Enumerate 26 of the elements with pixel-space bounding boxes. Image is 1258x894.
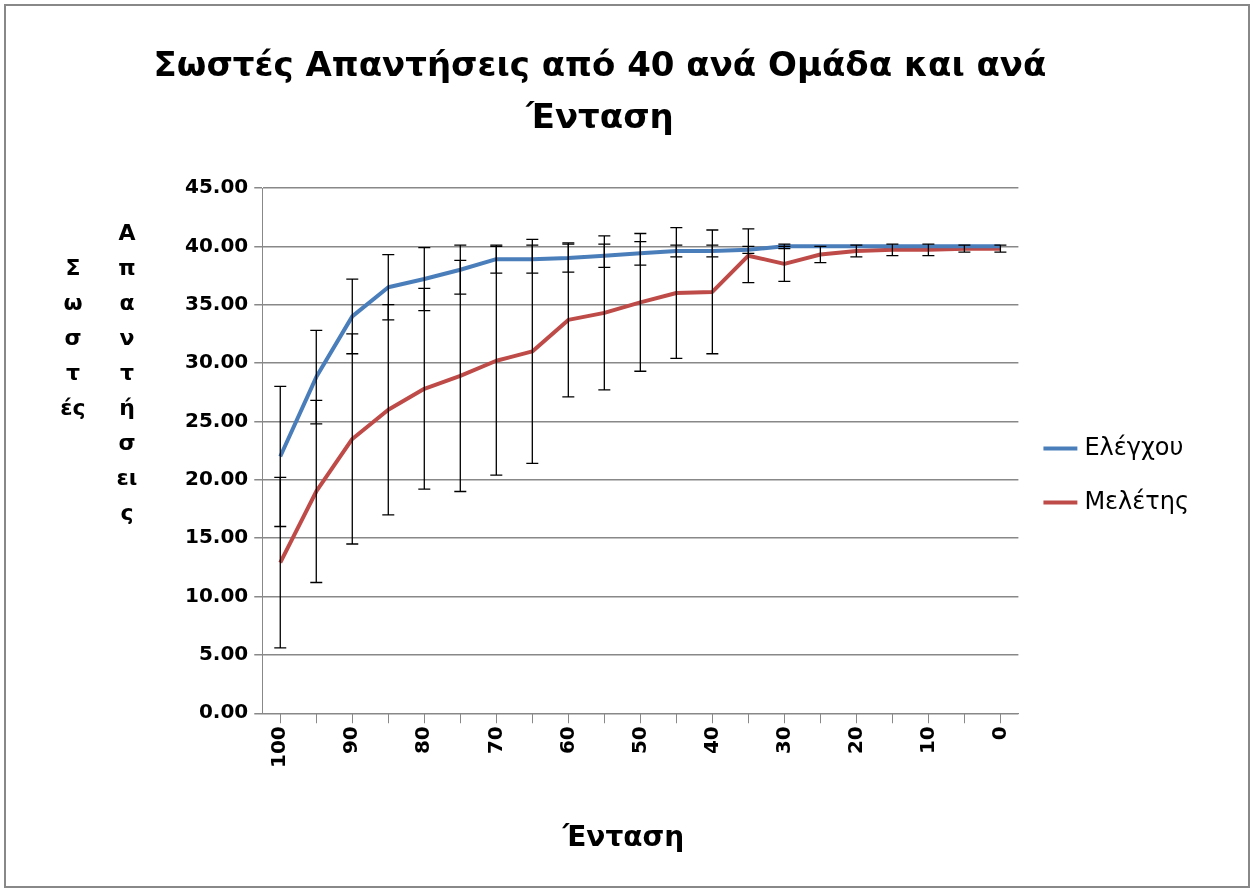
- x-tick-label: 30: [770, 726, 795, 755]
- y-tick-label: 15.00: [185, 524, 249, 549]
- x-tick-label: 90: [338, 726, 363, 755]
- x-tick-label: 40: [698, 726, 723, 755]
- x-tick-label: 60: [554, 726, 579, 755]
- x-axis-title: Ένταση: [561, 820, 686, 853]
- text: Σωστές Απαντήσεις: [60, 220, 138, 525]
- x-tick-label: 80: [410, 726, 435, 755]
- y-tick-label: 10.00: [185, 582, 249, 607]
- y-tick-label: 5.00: [198, 641, 249, 666]
- x-tick-label: 100: [266, 726, 291, 768]
- y-tick-label: 20.00: [185, 466, 249, 491]
- x-tick-label: 20: [842, 726, 867, 755]
- y-tick-label: 35.00: [185, 290, 249, 315]
- x-tick-label: 10: [914, 726, 939, 755]
- legend-label: Μελέτης: [1084, 486, 1190, 515]
- y-tick-label: 25.00: [185, 407, 249, 432]
- legend-label: Ελέγχου: [1084, 432, 1184, 461]
- y-tick-label: 40.00: [185, 232, 249, 257]
- x-tick-label: 70: [482, 726, 507, 755]
- y-tick-label: 0.00: [198, 699, 249, 724]
- x-tick-label: 0: [986, 726, 1011, 741]
- chart-title: Σωστές Απαντήσεις από 40 ανά Ομάδα και ανά Ένταση: [152, 43, 1048, 138]
- y-tick-label: 45.00: [185, 174, 249, 199]
- x-tick-label: 50: [626, 726, 651, 755]
- y-tick-label: 30.00: [185, 349, 249, 374]
